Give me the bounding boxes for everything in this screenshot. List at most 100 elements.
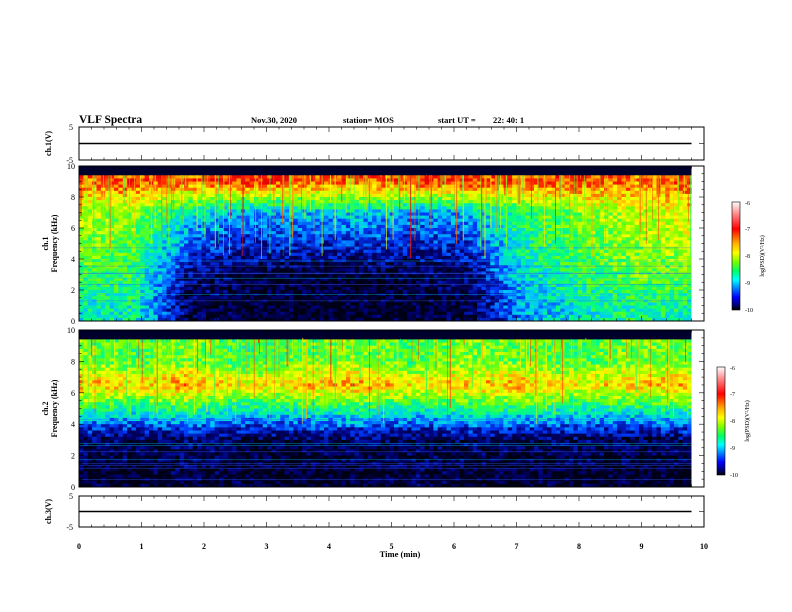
- spectrogram-cell: [420, 265, 426, 269]
- spectrogram-cell: [223, 280, 229, 285]
- spectrogram-cell: [446, 172, 452, 176]
- spectrogram-cell: [398, 237, 404, 241]
- spectrogram-cell: [184, 252, 189, 257]
- spectrogram-cell: [350, 243, 356, 247]
- spectrogram-cell: [315, 224, 321, 229]
- spectrogram-cell: [232, 181, 237, 185]
- spectrogram-cell: [472, 255, 478, 260]
- spectrogram-cell: [197, 302, 202, 306]
- spectrogram-cell: [197, 218, 202, 223]
- spectrogram-cell: [118, 231, 124, 235]
- spectrogram-cell: [79, 308, 84, 313]
- spectrogram-cell: [433, 212, 439, 216]
- spectrogram-cell: [201, 234, 207, 238]
- spectrogram-cell: [109, 221, 115, 226]
- spectrogram-cell: [363, 237, 369, 241]
- spectrogram-cell: [411, 290, 417, 294]
- spectrogram-cell: [127, 268, 132, 272]
- spectrogram-cell: [153, 237, 159, 241]
- spectrogram-cell: [306, 237, 312, 241]
- spectrogram-cell: [197, 314, 202, 319]
- spectrogram-cell: [87, 268, 93, 272]
- spectrogram-cell: [302, 218, 307, 223]
- spectrogram-cell: [254, 255, 259, 260]
- spectrogram-cell: [499, 178, 504, 182]
- spectrogram-cell: [429, 311, 434, 316]
- spectrogram-cell: [249, 255, 255, 260]
- spectrogram-cell: [219, 215, 224, 220]
- spectrogram-cell: [96, 190, 102, 195]
- spectrogram-cell: [162, 200, 167, 204]
- spectrogram-cell: [219, 311, 224, 316]
- spectrogram-cell: [284, 200, 290, 204]
- spectrogram-cell: [433, 172, 439, 176]
- spectrogram-cell: [345, 228, 351, 232]
- spectrogram-cell: [79, 215, 84, 220]
- spectrogram-cell: [175, 193, 181, 198]
- spectrogram-cell: [354, 308, 360, 313]
- spectrogram-cell: [210, 224, 216, 229]
- spectrogram-cell: [407, 172, 412, 176]
- spectrogram-cell: [96, 308, 102, 313]
- spectrogram-cell: [114, 240, 119, 244]
- spectrogram-cell: [131, 311, 137, 316]
- spectrogram-cell: [446, 317, 452, 322]
- spectrogram-cell: [424, 286, 430, 291]
- spectrogram-cell: [407, 181, 412, 185]
- spectrogram-cell: [127, 280, 132, 285]
- spectrogram-cell: [499, 193, 504, 198]
- spectrogram-cell: [284, 175, 290, 179]
- spectrogram-cell: [192, 274, 198, 278]
- spectrogram-cell: [411, 197, 417, 201]
- spectrogram-cell: [210, 181, 216, 185]
- spectrogram-cell: [131, 209, 137, 213]
- spectrogram-cell: [192, 302, 198, 306]
- spectrogram-cell: [245, 231, 251, 235]
- spectrogram-cell: [109, 190, 115, 195]
- spectrogram-cell: [157, 283, 163, 288]
- spectrogram-cell: [262, 215, 268, 220]
- spectrogram-cell: [114, 172, 119, 176]
- spectrogram-cell: [429, 172, 434, 176]
- spectrogram-cell: [407, 203, 412, 207]
- spectrogram-cell: [144, 314, 150, 319]
- spectrogram-cell: [140, 237, 146, 241]
- spectrogram-cell: [293, 255, 299, 260]
- spectrogram-cell: [192, 200, 198, 204]
- spectrogram-cell: [450, 237, 456, 241]
- spectrogram-cell: [455, 178, 461, 182]
- spectrogram-cell: [297, 209, 303, 213]
- spectrogram-cell: [376, 240, 382, 244]
- spectrogram-cell: [227, 252, 233, 257]
- spectrogram-cell: [407, 166, 412, 170]
- spectrogram-cell: [306, 283, 312, 288]
- spectrogram-cell: [201, 305, 207, 309]
- spectrogram-cell: [153, 252, 159, 257]
- spectrogram-cell: [468, 231, 474, 235]
- spectrogram-cell: [380, 255, 386, 260]
- spectrogram-cell: [332, 290, 338, 294]
- spectrogram-cell: [306, 184, 312, 189]
- spectrogram-cell: [472, 209, 478, 213]
- spectrogram-cell: [306, 172, 312, 176]
- spectrogram-cell: [490, 262, 496, 266]
- spectrogram-cell: [324, 212, 329, 216]
- spectrogram-cell: [367, 178, 373, 182]
- spectrogram-cell: [157, 240, 163, 244]
- spectrogram-cell: [275, 203, 281, 207]
- spectrogram-cell: [472, 215, 478, 220]
- spectrogram-cell: [442, 246, 447, 251]
- spectrogram-cell: [289, 237, 294, 241]
- spectrogram-cell: [114, 234, 119, 238]
- spectrogram-cell: [394, 190, 399, 195]
- spectrogram-cell: [144, 268, 150, 272]
- spectrogram-cell: [328, 317, 334, 322]
- spectrogram-cell: [293, 215, 299, 220]
- spectrogram-cell: [184, 203, 189, 207]
- spectrogram-cell: [415, 200, 421, 204]
- spectrogram-cell: [472, 296, 478, 300]
- spectrogram-cell: [92, 175, 97, 179]
- spectrogram-cell: [389, 228, 395, 232]
- spectrogram-cell: [92, 169, 97, 173]
- spectrogram-cell: [394, 215, 399, 220]
